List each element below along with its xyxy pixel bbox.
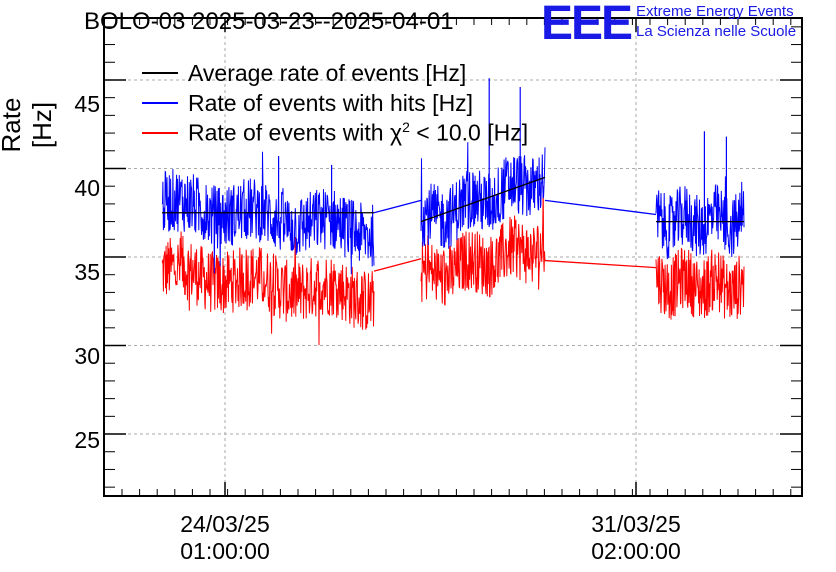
trace-hits-segment-1 — [420, 142, 546, 249]
x-tick-label-2: 31/03/25 02:00:00 — [591, 511, 681, 564]
trace-chi2-segment-1 — [420, 186, 546, 306]
series-hits — [161, 78, 745, 275]
gap-line-hits — [373, 199, 422, 214]
legend-label-hits: Rate of events with hits [Hz] — [188, 89, 474, 116]
eee-logo: EEE — [541, 0, 633, 50]
gap-line-chi2 — [544, 259, 657, 269]
x-tick-label-1: 24/03/25 01:00:00 — [180, 511, 270, 564]
legend-swatch-chi2 — [142, 132, 178, 134]
legend-label-chi2: Rate of events with χ2 < 10.0 [Hz] — [188, 119, 529, 146]
y-tick-label-25: 25 — [74, 427, 100, 453]
legend-swatch-avg — [142, 72, 178, 74]
logo-line-1: Extreme Energy Events — [636, 3, 794, 20]
chart-title: BOLO-03 2025-03-23--2025-04-01 — [84, 8, 454, 35]
y-axis-label: Rate [Hz] — [0, 97, 57, 153]
legend-entry-avg: Average rate of events [Hz] — [142, 58, 466, 88]
y-tick-label-30: 30 — [74, 343, 100, 369]
legend-label-avg: Average rate of events [Hz] — [188, 59, 467, 86]
grid-lines — [104, 18, 802, 496]
data-traces — [161, 78, 745, 346]
axis-ticks — [104, 18, 802, 496]
legend-entry-hits: Rate of events with hits [Hz] — [142, 88, 473, 118]
logo-line-2: La Scienza nelle Scuole — [636, 23, 797, 40]
series-chi2 — [161, 186, 745, 346]
gap-line-chi2 — [373, 258, 422, 272]
trace-hits-segment-0 — [161, 151, 375, 275]
y-tick-label-40: 40 — [74, 175, 100, 201]
legend-entry-chi2: Rate of events with χ2 < 10.0 [Hz] — [142, 118, 528, 148]
trace-chi2-segment-0 — [161, 231, 375, 346]
legend-swatch-hits — [142, 102, 178, 104]
trace-hits-segment-2 — [655, 176, 745, 260]
series-avg — [162, 176, 744, 223]
gap-line-hits — [544, 199, 657, 216]
avg-line-segment — [420, 176, 546, 223]
y-tick-label-45: 45 — [74, 91, 100, 117]
y-tick-label-35: 35 — [74, 259, 100, 285]
trace-chi2-segment-2 — [655, 247, 745, 320]
